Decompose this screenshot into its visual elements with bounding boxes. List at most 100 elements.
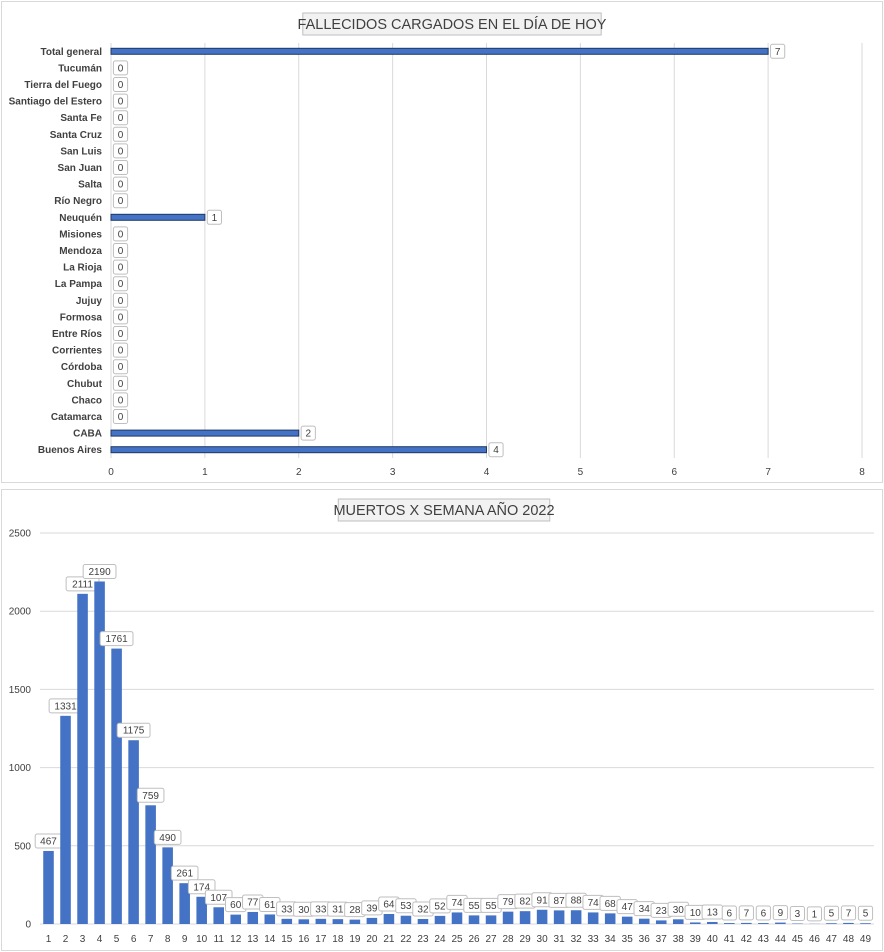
bar bbox=[860, 923, 871, 924]
bar bbox=[247, 911, 259, 924]
x-tick-label: 35 bbox=[622, 934, 634, 945]
category-label: Río Negro bbox=[54, 196, 102, 207]
bar bbox=[111, 648, 122, 924]
x-tick-label: 44 bbox=[775, 934, 787, 945]
x-tick-label: 7 bbox=[148, 934, 154, 945]
x-tick-label: 9 bbox=[182, 934, 188, 945]
x-tick-label: 20 bbox=[366, 934, 378, 945]
x-tick-label: 15 bbox=[281, 934, 293, 945]
y-tick-label: 2500 bbox=[9, 529, 32, 540]
x-tick-label: 10 bbox=[196, 934, 208, 945]
category-label: La Rioja bbox=[63, 263, 102, 274]
data-label: 55 bbox=[468, 901, 480, 912]
x-tick-label: 47 bbox=[826, 934, 838, 945]
category-label: San Juan bbox=[58, 163, 102, 174]
bar bbox=[162, 847, 173, 924]
bar bbox=[570, 910, 582, 924]
x-tick-label: 42 bbox=[741, 934, 753, 945]
bar bbox=[672, 919, 684, 924]
bar bbox=[468, 915, 480, 924]
data-label: 79 bbox=[502, 897, 514, 908]
data-label: 0 bbox=[118, 395, 124, 406]
category-label: CABA bbox=[73, 429, 102, 440]
data-label-box bbox=[300, 425, 316, 441]
y-tick-label: 1500 bbox=[9, 685, 32, 696]
bar bbox=[281, 918, 293, 924]
x-tick-label: 4 bbox=[97, 934, 103, 945]
data-label-box bbox=[488, 442, 504, 458]
data-label: 64 bbox=[383, 899, 395, 910]
bar bbox=[110, 47, 769, 55]
x-tick-label: 19 bbox=[349, 934, 361, 945]
data-label: 34 bbox=[639, 904, 651, 915]
bar bbox=[60, 715, 71, 924]
data-label-box bbox=[82, 563, 117, 579]
x-tick-label: 21 bbox=[383, 934, 395, 945]
data-label: 0 bbox=[118, 97, 124, 108]
bar bbox=[145, 805, 156, 924]
data-label: 0 bbox=[118, 229, 124, 240]
data-label-box bbox=[112, 126, 129, 142]
data-label: 74 bbox=[451, 898, 463, 909]
data-label: 0 bbox=[118, 263, 124, 274]
x-tick-label: 7 bbox=[765, 467, 771, 478]
data-label-box bbox=[112, 375, 129, 391]
data-label: 6 bbox=[761, 909, 767, 920]
data-label: 0 bbox=[118, 130, 124, 141]
data-label: 759 bbox=[142, 791, 159, 802]
data-label: 23 bbox=[656, 906, 668, 917]
category-label: Buenos Aires bbox=[38, 445, 103, 456]
fallecidos-chart-svg: FALLECIDOS CARGADOS EN EL DÍA DE HOY 0 1 2 3… bbox=[9, 12, 865, 478]
data-label: 5 bbox=[829, 909, 835, 920]
data-label: 74 bbox=[588, 898, 600, 909]
data-label-box bbox=[112, 342, 129, 358]
bar bbox=[213, 907, 224, 924]
x-tick-label: 29 bbox=[520, 934, 532, 945]
data-label: 0 bbox=[118, 180, 124, 191]
data-label-box bbox=[770, 43, 786, 59]
bar bbox=[775, 922, 786, 924]
chart-panel-fallecidos: FALLECIDOS CARGADOS EN EL DÍA DE HOY 0 1 2 3… bbox=[1, 1, 883, 483]
y-tick-label: 0 bbox=[25, 920, 31, 931]
data-label: 0 bbox=[118, 329, 124, 340]
data-label: 7 bbox=[846, 908, 852, 919]
bar bbox=[315, 918, 327, 924]
bar bbox=[690, 922, 701, 924]
x-tick-label: 12 bbox=[230, 934, 242, 945]
category-label: Santiago del Estero bbox=[9, 97, 102, 108]
data-label-box bbox=[112, 176, 129, 192]
data-label: 32 bbox=[417, 904, 429, 915]
x-tick-label: 48 bbox=[843, 934, 855, 945]
data-label: 7 bbox=[744, 908, 750, 919]
data-label-box bbox=[112, 226, 129, 242]
bar bbox=[587, 912, 599, 924]
data-label-box bbox=[112, 392, 129, 408]
bar bbox=[502, 911, 514, 924]
bar bbox=[77, 593, 88, 924]
data-label: 61 bbox=[264, 900, 276, 911]
category-label: Mendoza bbox=[59, 246, 102, 257]
data-label-box bbox=[112, 143, 129, 159]
category-label: Total general bbox=[41, 47, 103, 58]
bar bbox=[110, 213, 206, 221]
chart-panel-muertos-semana: MUERTOS X SEMANA AÑO 2022 0 500 1000 1500 200… bbox=[1, 489, 883, 951]
data-label: 6 bbox=[727, 909, 733, 920]
bar bbox=[724, 923, 735, 924]
category-label: Jujuy bbox=[76, 296, 103, 307]
data-label-box bbox=[112, 359, 129, 375]
data-label: 31 bbox=[332, 905, 344, 916]
x-tick-label: 34 bbox=[605, 934, 617, 945]
category-label: Tucumán bbox=[58, 63, 102, 74]
data-label-box bbox=[840, 905, 857, 921]
x-tick-label: 49 bbox=[860, 934, 872, 945]
data-label: 55 bbox=[485, 901, 497, 912]
data-label: 33 bbox=[281, 904, 293, 915]
bar bbox=[519, 911, 531, 924]
x-tick-label: 41 bbox=[724, 934, 736, 945]
x-tick-label: 3 bbox=[80, 934, 86, 945]
x-tick-label: 37 bbox=[656, 934, 668, 945]
data-label-box bbox=[823, 905, 840, 921]
x-tick-label: 5 bbox=[114, 934, 120, 945]
data-label: 28 bbox=[349, 905, 361, 916]
data-label-box bbox=[112, 326, 129, 341]
